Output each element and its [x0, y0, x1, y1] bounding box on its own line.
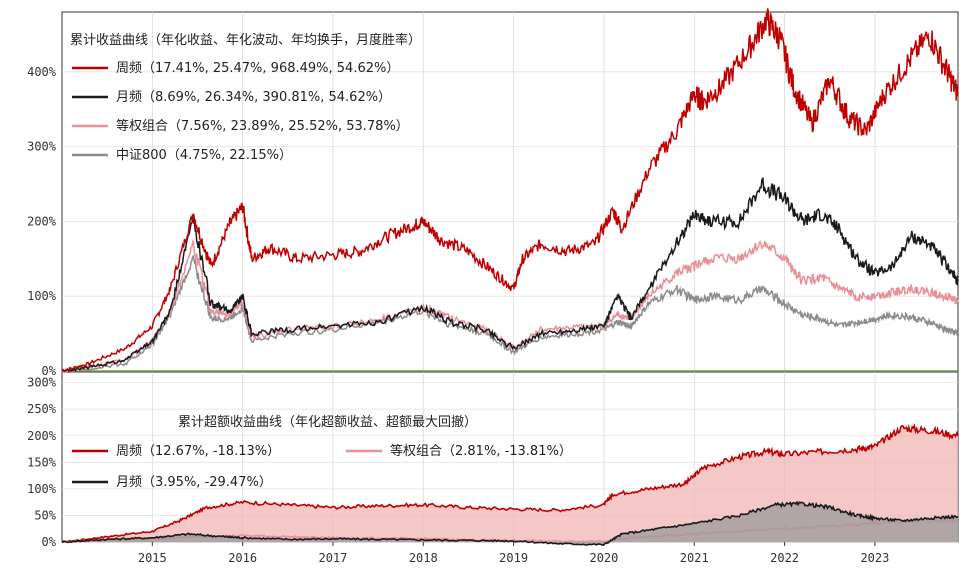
- bottom-area-周频: [62, 425, 958, 543]
- top-y-tick-label: 100%: [27, 289, 57, 303]
- bottom-legend-label-周频: 周频（12.67%, -18.13%）: [116, 444, 280, 459]
- top-legend-label-等权组合: 等权组合（7.56%, 23.89%, 25.52%, 53.78%）: [116, 118, 409, 134]
- bottom-y-tick-label: 150%: [27, 455, 57, 469]
- bottom-y-tick-label: 50%: [34, 508, 56, 522]
- x-tick-label: 2023: [860, 551, 889, 565]
- bottom-line-周频: [61, 423, 959, 544]
- bottom-line-月频: [61, 500, 959, 546]
- bottom-y-tick-label: 0%: [42, 535, 57, 549]
- top-legend-label-中证800: 中证800（4.75%, 22.15%）: [116, 148, 292, 163]
- bottom-y-tick-label: 300%: [27, 376, 57, 390]
- bottom-legend: 累计超额收益曲线（年化超额收益、超额最大回撤） 周频（12.67%, -18.13…: [72, 414, 572, 490]
- x-tick-label: 2022: [770, 551, 799, 565]
- x-tick-label: 2017: [319, 551, 348, 565]
- bottom-legend-label-等权组合: 等权组合（2.81%, -13.81%）: [390, 443, 572, 459]
- top-y-tick-label: 0%: [42, 364, 57, 378]
- bottom-legend-title: 累计超额收益曲线（年化超额收益、超额最大回撤）: [178, 414, 477, 430]
- top-y-tick-label: 400%: [27, 65, 57, 79]
- top-legend-title: 累计收益曲线（年化收益、年化波动、年均换手，月度胜率）: [70, 32, 421, 48]
- x-tick-label: 2021: [680, 551, 709, 565]
- bottom-y-tick-label: 200%: [27, 429, 57, 443]
- top-line-月频: [61, 176, 959, 373]
- bottom-area-月频: [62, 502, 958, 545]
- x-tick-label: 2015: [138, 551, 167, 565]
- bottom-y-tick-label: 100%: [27, 482, 57, 496]
- top-y-tick-label: 200%: [27, 214, 57, 228]
- top-line-周频: [61, 8, 959, 373]
- top-legend-label-月频: 月频（8.69%, 26.34%, 390.81%, 54.62%）: [116, 90, 391, 105]
- x-tick-label: 2019: [499, 551, 528, 565]
- x-tick-label: 2018: [409, 551, 438, 565]
- top-legend-label-周频: 周频（17.41%, 25.47%, 968.49%, 54.62%）: [116, 61, 399, 76]
- top-series-group: [61, 8, 959, 374]
- x-tick-label: 2020: [589, 551, 618, 565]
- bottom-legend-label-月频: 月频（3.95%, -29.47%）: [116, 475, 272, 490]
- bottom-y-tick-label: 250%: [27, 402, 57, 416]
- top-legend: 累计收益曲线（年化收益、年化波动、年均换手，月度胜率） 周频（17.41%, 25…: [70, 32, 421, 163]
- x-tick-label: 2016: [228, 551, 257, 565]
- bottom-series-group: [61, 423, 959, 546]
- top-y-tick-label: 300%: [27, 140, 57, 154]
